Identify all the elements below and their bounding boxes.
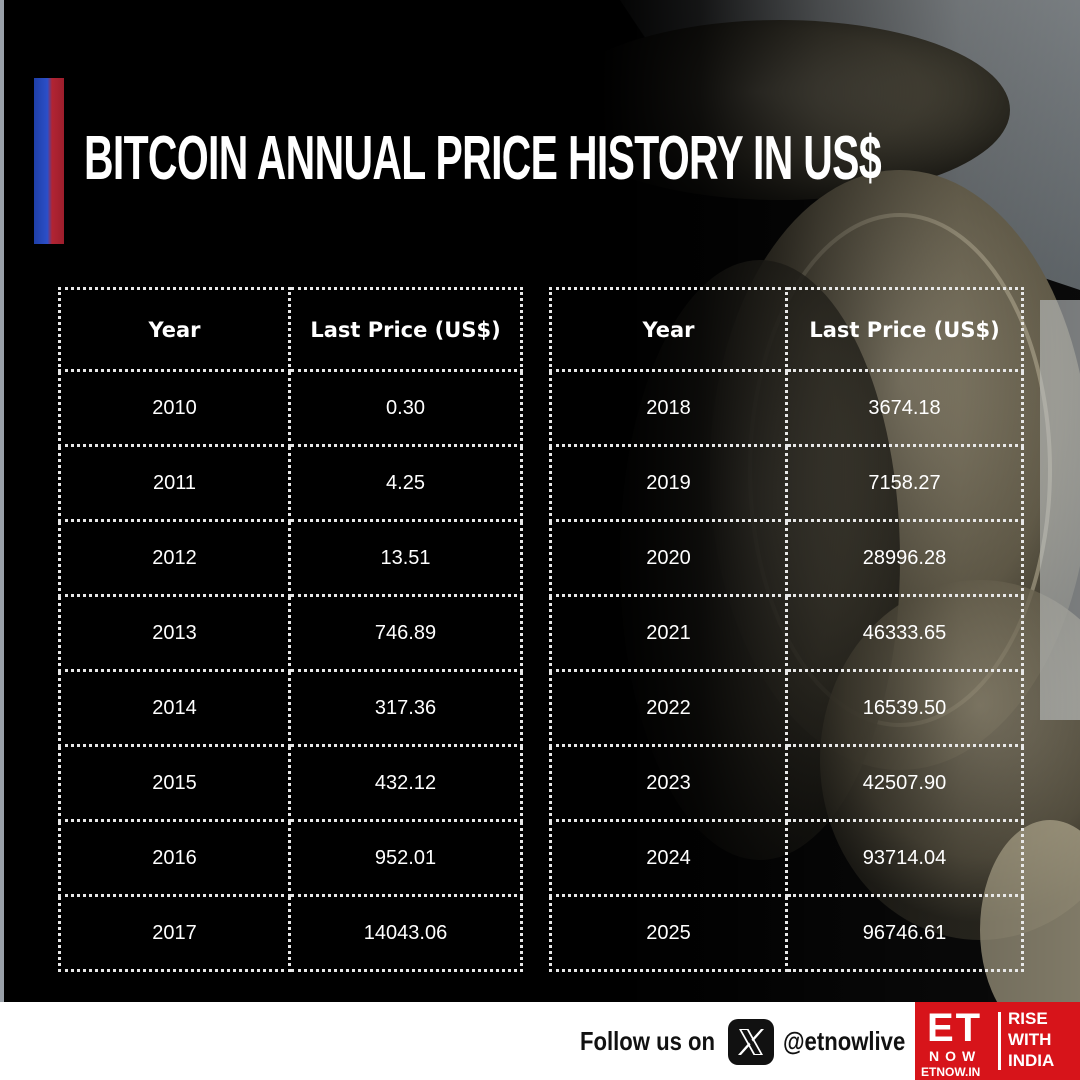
price-cell: 317.36 bbox=[288, 669, 523, 747]
brand-tagline: RISE WITH INDIA bbox=[1008, 1009, 1055, 1070]
table-row: 2021 46333.65 bbox=[549, 594, 1024, 672]
column-header-year: Year bbox=[58, 287, 291, 372]
left-edge-strip bbox=[0, 0, 4, 1002]
et-now-logo: ET NOW ETNOW.IN RISE WITH INDIA bbox=[915, 1002, 1080, 1080]
x-logo-icon[interactable] bbox=[728, 1019, 774, 1065]
table-row: 2020 28996.28 bbox=[549, 519, 1024, 597]
table-row: 2025 96746.61 bbox=[549, 894, 1024, 972]
table-row: 2019 7158.27 bbox=[549, 444, 1024, 522]
price-cell: 432.12 bbox=[288, 744, 523, 822]
table-row: 2023 42507.90 bbox=[549, 744, 1024, 822]
table-header-row: Year Last Price (US$) bbox=[58, 287, 523, 372]
price-cell: 14043.06 bbox=[288, 894, 523, 972]
year-cell: 2012 bbox=[58, 519, 291, 597]
price-cell: 952.01 bbox=[288, 819, 523, 897]
table-header-row: Year Last Price (US$) bbox=[549, 287, 1024, 372]
table-row: 2012 13.51 bbox=[58, 519, 523, 597]
title-accent-bar bbox=[34, 78, 64, 244]
year-cell: 2024 bbox=[549, 819, 788, 897]
table-row: 2016 952.01 bbox=[58, 819, 523, 897]
year-cell: 2019 bbox=[549, 444, 788, 522]
year-cell: 2023 bbox=[549, 744, 788, 822]
column-header-price: Last Price (US$) bbox=[288, 287, 523, 372]
year-cell: 2018 bbox=[549, 369, 788, 447]
year-cell: 2010 bbox=[58, 369, 291, 447]
year-cell: 2013 bbox=[58, 594, 291, 672]
price-cell: 42507.90 bbox=[785, 744, 1024, 822]
year-cell: 2017 bbox=[58, 894, 291, 972]
year-cell: 2025 bbox=[549, 894, 788, 972]
price-cell: 46333.65 bbox=[785, 594, 1024, 672]
table-row: 2015 432.12 bbox=[58, 744, 523, 822]
price-cell: 93714.04 bbox=[785, 819, 1024, 897]
table-row: 2024 93714.04 bbox=[549, 819, 1024, 897]
year-cell: 2015 bbox=[58, 744, 291, 822]
table-row: 2017 14043.06 bbox=[58, 894, 523, 972]
price-cell: 13.51 bbox=[288, 519, 523, 597]
brand-et: ET bbox=[927, 1006, 983, 1050]
year-cell: 2014 bbox=[58, 669, 291, 747]
brand-url: ETNOW.IN bbox=[921, 1065, 981, 1079]
price-table-right: Year Last Price (US$) 2018 3674.18 2019 71… bbox=[549, 287, 1024, 972]
year-cell: 2020 bbox=[549, 519, 788, 597]
price-cell: 3674.18 bbox=[785, 369, 1024, 447]
brand-now: NOW bbox=[929, 1048, 982, 1064]
price-cell: 7158.27 bbox=[785, 444, 1024, 522]
year-cell: 2021 bbox=[549, 594, 788, 672]
year-cell: 2011 bbox=[58, 444, 291, 522]
price-cell: 4.25 bbox=[288, 444, 523, 522]
table-row: 2018 3674.18 bbox=[549, 369, 1024, 447]
page-title: BITCOIN ANNUAL PRICE HISTORY IN US$ bbox=[84, 124, 882, 193]
column-header-price: Last Price (US$) bbox=[785, 287, 1024, 372]
year-cell: 2022 bbox=[549, 669, 788, 747]
price-cell: 96746.61 bbox=[785, 894, 1024, 972]
table-row: 2011 4.25 bbox=[58, 444, 523, 522]
price-table-left: Year Last Price (US$) 2010 0.30 2011 4.25 … bbox=[58, 287, 523, 972]
table-row: 2013 746.89 bbox=[58, 594, 523, 672]
social-handle-link[interactable]: @etnowlive bbox=[783, 1026, 906, 1056]
price-cell: 746.89 bbox=[288, 594, 523, 672]
table-row: 2022 16539.50 bbox=[549, 669, 1024, 747]
price-cell: 16539.50 bbox=[785, 669, 1024, 747]
follow-text: Follow us on bbox=[580, 1026, 716, 1056]
price-cell: 0.30 bbox=[288, 369, 523, 447]
column-header-year: Year bbox=[549, 287, 788, 372]
brand-divider bbox=[998, 1012, 1001, 1070]
year-cell: 2016 bbox=[58, 819, 291, 897]
table-row: 2010 0.30 bbox=[58, 369, 523, 447]
footer-bar: Follow us on @etnowlive bbox=[0, 1002, 1080, 1080]
table-row: 2014 317.36 bbox=[58, 669, 523, 747]
price-cell: 28996.28 bbox=[785, 519, 1024, 597]
